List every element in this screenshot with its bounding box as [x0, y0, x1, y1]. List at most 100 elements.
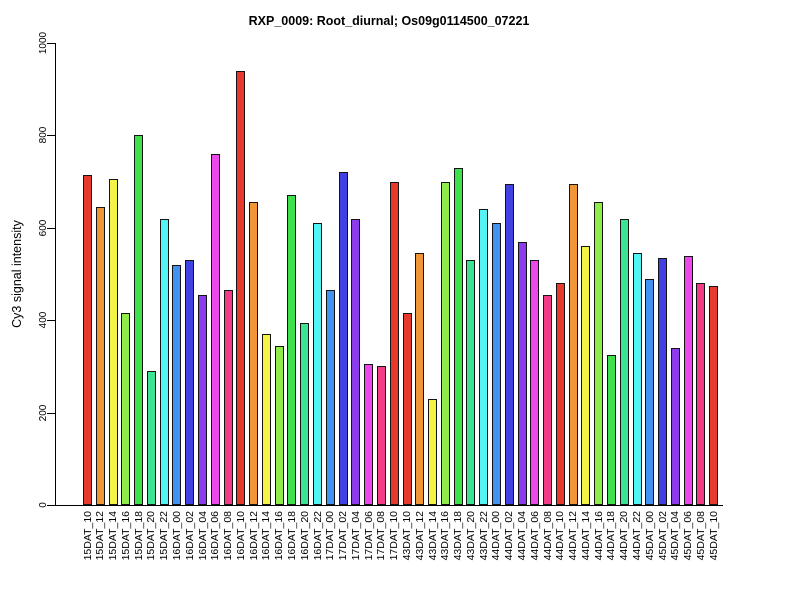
bar [249, 202, 259, 505]
bar [619, 218, 629, 505]
x-tick-label: 45DAT_08 [694, 511, 707, 561]
bar [581, 246, 591, 505]
bar [198, 294, 208, 505]
y-tick-mark [47, 412, 55, 414]
y-tick-label: 0 [38, 502, 49, 508]
bar [658, 257, 668, 505]
bar [466, 260, 476, 505]
x-tick-label: 43DAT_16 [439, 511, 452, 561]
x-tick-label: 16DAT_18 [285, 511, 298, 561]
y-axis-line [55, 43, 56, 506]
bar [543, 294, 553, 505]
x-tick-label: 16DAT_22 [311, 511, 324, 561]
x-tick-label: 15DAT_16 [119, 511, 132, 561]
x-tick-label: 15DAT_12 [94, 511, 107, 561]
chart-title: RXP_0009: Root_diurnal; Os09g0114500_072… [248, 14, 530, 28]
x-tick-label: 44DAT_22 [631, 511, 644, 561]
bar [351, 218, 361, 505]
x-tick-label: 16DAT_10 [234, 511, 247, 561]
bar [696, 283, 706, 505]
y-tick-label: 1000 [38, 31, 49, 55]
x-tick-label: 16DAT_06 [209, 511, 222, 561]
x-tick-label: 17DAT_00 [324, 511, 337, 561]
bar [606, 354, 616, 505]
x-tick-label: 44DAT_00 [490, 511, 503, 561]
bar [172, 264, 182, 505]
x-tick-label: 43DAT_18 [452, 511, 465, 561]
x-tick-label: 44DAT_06 [528, 511, 541, 561]
bar [594, 202, 604, 505]
bar [83, 174, 92, 505]
x-tick-label: 16DAT_14 [260, 511, 273, 561]
x-tick-label: 43DAT_12 [413, 511, 426, 561]
bar [210, 153, 220, 505]
y-tick-label: 400 [38, 311, 49, 329]
bar [440, 181, 450, 505]
bar [645, 278, 655, 505]
x-tick-label: 43DAT_20 [464, 511, 477, 561]
y-tick-mark [47, 320, 55, 322]
x-tick-label: 44DAT_12 [567, 511, 580, 561]
x-tick-label: 44DAT_16 [592, 511, 605, 561]
x-tick-label: 17DAT_04 [349, 511, 362, 561]
bar [504, 183, 514, 505]
bar [415, 253, 425, 505]
x-tick-label: 15DAT_20 [145, 511, 158, 561]
bar [683, 255, 693, 505]
bar [428, 398, 438, 505]
x-tick-label: 45DAT_00 [643, 511, 656, 561]
x-tick-label: 43DAT_10 [401, 511, 413, 561]
x-tick-label: 43DAT_14 [426, 511, 439, 561]
x-tick-label: 44DAT_18 [605, 511, 618, 561]
bar [389, 181, 399, 505]
x-tick-label: 16DAT_08 [222, 511, 235, 561]
x-tick-label: 44DAT_08 [541, 511, 554, 561]
x-tick-label: 17DAT_08 [375, 511, 388, 561]
x-tick-label: 44DAT_14 [579, 511, 592, 561]
bar [261, 334, 271, 505]
bar [146, 371, 156, 505]
bar [159, 218, 169, 505]
x-tick-label: 16DAT_00 [170, 511, 183, 561]
bar [185, 260, 195, 505]
y-tick-mark [47, 43, 55, 44]
x-tick-label: 45DAT_06 [682, 511, 695, 561]
bar [325, 290, 335, 505]
bar [479, 209, 489, 505]
x-tick-label: 44DAT_04 [516, 511, 529, 561]
x-tick-label: 44DAT_20 [618, 511, 631, 561]
bar [517, 241, 527, 505]
x-tick-label: 15DAT_10 [81, 511, 94, 561]
y-axis-label: Cy3 signal intensity [10, 220, 24, 328]
bar [223, 290, 233, 505]
bar [568, 183, 578, 505]
x-tick-label: 15DAT_22 [158, 511, 171, 561]
x-tick-label: 45DAT_10 [707, 511, 720, 561]
bar [402, 313, 412, 505]
x-tick-label: 16DAT_16 [273, 511, 286, 561]
x-tick-label: 17DAT_06 [362, 511, 375, 561]
bar [632, 253, 642, 505]
x-tick-label: 44DAT_02 [503, 511, 516, 561]
bar [376, 366, 386, 505]
bar [364, 364, 374, 505]
x-tick-label: 16DAT_04 [196, 511, 209, 561]
x-tick-label: 17DAT_02 [337, 511, 350, 561]
x-tick-label: 45DAT_02 [656, 511, 669, 561]
bar [530, 260, 540, 505]
bar [709, 285, 719, 505]
y-tick-label: 800 [38, 127, 49, 144]
y-tick-label: 200 [38, 404, 49, 421]
bar [338, 172, 348, 505]
bar [95, 207, 105, 505]
x-tick-label: 17DAT_10 [388, 511, 401, 561]
bar [670, 347, 680, 505]
y-tick-label: 600 [38, 219, 49, 237]
y-tick-mark [47, 505, 55, 506]
bar [236, 70, 246, 505]
bar [287, 195, 297, 505]
bar [555, 283, 565, 505]
x-axis-line [55, 505, 723, 506]
x-tick-label: 15DAT_14 [107, 511, 120, 561]
y-tick-mark [47, 135, 55, 137]
